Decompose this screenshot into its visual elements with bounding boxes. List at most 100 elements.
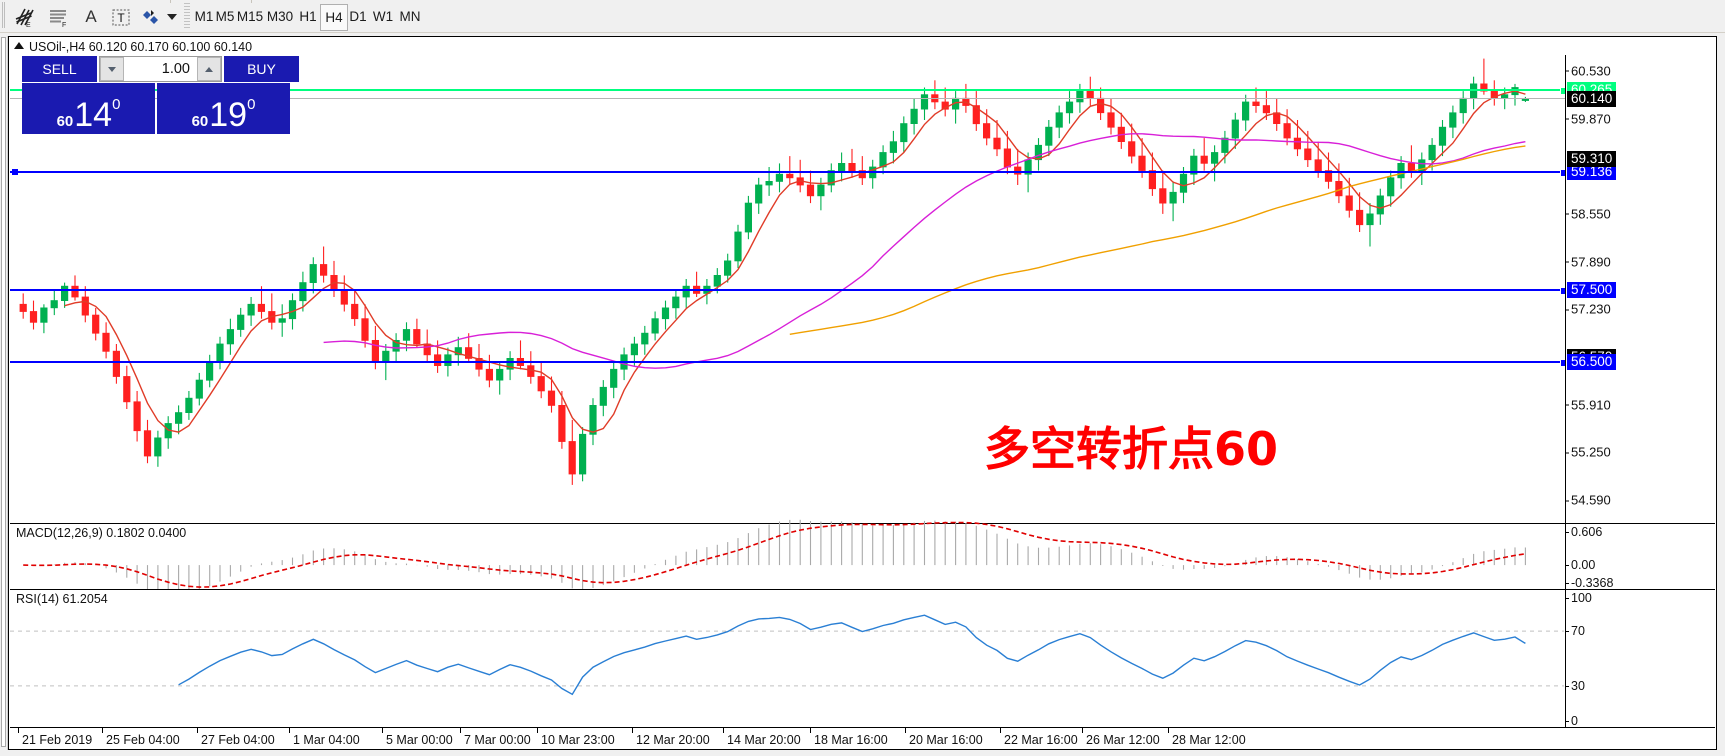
- timeframe-button-m5[interactable]: M5: [215, 9, 235, 24]
- volume-input[interactable]: 1.00: [161, 61, 190, 77]
- time-tick: [1168, 728, 1169, 733]
- caret-up-icon: [205, 66, 213, 72]
- caret-down-icon: [108, 66, 116, 72]
- time-tick: [1000, 728, 1001, 733]
- last-price-label: 60.140: [1567, 91, 1617, 108]
- sell-button[interactable]: SELL: [22, 56, 97, 82]
- rsi-tick: 70: [1565, 624, 1585, 639]
- price-tick: 55.250: [1565, 444, 1611, 460]
- time-label: 21 Feb 2019: [22, 733, 93, 747]
- support-line-57500[interactable]: [10, 286, 1568, 295]
- indicators-icon[interactable]: E: [10, 3, 40, 30]
- rsi-tick: 0: [1565, 714, 1578, 728]
- sell-price-fraction: 0: [112, 96, 121, 113]
- bid-level-line[interactable]: [10, 98, 1566, 100]
- time-label: 12 Mar 20:00: [636, 733, 710, 747]
- rsi-tick: 100: [1565, 591, 1592, 605]
- crosshair-grid-icon[interactable]: F: [44, 3, 74, 30]
- buy-price-fraction: 0: [247, 96, 256, 113]
- rsi-scale-axis: [1565, 590, 1566, 728]
- timeframe-button-d1[interactable]: D1: [349, 9, 367, 24]
- buy-price-big-figure: 60: [191, 113, 209, 130]
- scrollbar-thumb[interactable]: [1, 37, 6, 747]
- price-tick: 60.530: [1565, 63, 1611, 79]
- chart-title-bar: USOil-,H4 60.120 60.170 60.100 60.140: [14, 40, 252, 54]
- chart-symbol-ohlc: USOil-,H4 60.120 60.170 60.100 60.140: [29, 40, 253, 54]
- timeframe-button-m1[interactable]: M1: [194, 9, 214, 24]
- macd-tick: 0.00: [1564, 558, 1596, 573]
- time-label: 27 Feb 04:00: [201, 733, 275, 747]
- macd-pane[interactable]: MACD(12,26,9) 0.1802 0.0400: [10, 519, 1565, 595]
- label-tool-icon[interactable]: T: [106, 3, 136, 30]
- chevron-down-icon[interactable]: [164, 3, 180, 30]
- svg-text:E: E: [26, 22, 31, 29]
- macd-scale: 0.606 0.00 -0.3368: [1564, 523, 1715, 590]
- one-click-trading-panel[interactable]: SELL 1.00 BUY 60 14 0: [22, 56, 299, 134]
- time-label: 18 Mar 16:00: [814, 733, 888, 747]
- time-tick: [102, 728, 103, 733]
- price-scale[interactable]: 60.530 59.870 58.550 57.890 57.230 55.910 55.2…: [1565, 55, 1715, 675]
- price-tick: 55.910: [1565, 397, 1611, 413]
- support-line-56500[interactable]: [10, 359, 1568, 368]
- collapse-triangle-icon[interactable]: [14, 42, 24, 49]
- rsi-tick: 30: [1565, 678, 1585, 693]
- timeframe-button-h1[interactable]: H1: [299, 9, 317, 24]
- macd-tick: -0.3368: [1564, 576, 1614, 590]
- time-tick: [197, 728, 198, 733]
- objects-icon[interactable]: [138, 3, 168, 30]
- timeframe-button-w1[interactable]: W1: [372, 9, 394, 24]
- svg-text:F: F: [62, 22, 66, 29]
- hidden-price-label: 59.310: [1567, 151, 1617, 168]
- macd-label: MACD(12,26,9) 0.1802 0.0400: [16, 526, 187, 540]
- volume-increase-button[interactable]: [197, 57, 221, 81]
- candlestick-series: [19, 58, 1529, 485]
- price-tick: 57.230: [1565, 301, 1611, 317]
- chart-toolbar: E F A T: [0, 0, 1725, 33]
- line-anchor-handle[interactable]: [12, 168, 18, 175]
- timeframe-button-m30[interactable]: M30: [266, 9, 294, 24]
- time-label: 26 Mar 12:00: [1086, 733, 1160, 747]
- time-tick: [632, 728, 633, 733]
- price-scale-axis: [1565, 55, 1566, 675]
- text-tool-icon[interactable]: A: [85, 6, 97, 26]
- rsi-series: [10, 614, 1564, 696]
- time-tick: [1082, 728, 1083, 733]
- macd-tick: 0.606: [1564, 525, 1603, 539]
- time-tick: [537, 728, 538, 733]
- oct-price-row: 60 14 0 60 19 0: [22, 83, 299, 134]
- price-plot-area[interactable]: [10, 55, 1564, 521]
- time-axis[interactable]: 21 Feb 2019 25 Feb 04:00 27 Feb 04:00 1 Mar…: [10, 727, 1715, 749]
- time-tick: [810, 728, 811, 733]
- price-tick: 57.890: [1565, 254, 1611, 270]
- hline-price-label: 56.500: [1567, 354, 1617, 371]
- timeframe-button-h4[interactable]: H4: [320, 4, 348, 31]
- chart-vertical-scrollbar[interactable]: [0, 36, 8, 750]
- rsi-scale: 100 70 30 0: [1565, 589, 1715, 728]
- time-label: 5 Mar 00:00: [386, 733, 453, 747]
- buy-price-display[interactable]: 60 19 0: [157, 83, 290, 134]
- chart-annotation-text[interactable]: 多空转折点60: [984, 422, 1279, 476]
- hline-price-label: 57.500: [1567, 281, 1617, 298]
- buy-button[interactable]: BUY: [224, 56, 299, 82]
- timeframe-button-mn[interactable]: MN: [399, 9, 421, 24]
- time-label: 10 Mar 23:00: [541, 733, 615, 747]
- price-tick: 54.590: [1565, 492, 1611, 508]
- sell-price-pips: 14: [74, 96, 113, 134]
- sell-price-display[interactable]: 60 14 0: [22, 83, 155, 134]
- macd-series: [23, 519, 1526, 595]
- oct-top-row: SELL 1.00 BUY: [22, 56, 299, 82]
- support-line-59136[interactable]: [10, 168, 1568, 177]
- rsi-label: RSI(14) 61.2054: [16, 592, 108, 606]
- volume-decrease-button[interactable]: [100, 57, 124, 81]
- volume-stepper[interactable]: 1.00: [99, 56, 222, 82]
- price-tick: 58.550: [1565, 206, 1611, 222]
- timeframe-button-m15[interactable]: M15: [236, 9, 264, 24]
- time-tick: [18, 728, 19, 733]
- sell-price-big-figure: 60: [56, 113, 74, 130]
- time-label: 22 Mar 16:00: [1004, 733, 1078, 747]
- time-label: 7 Mar 00:00: [464, 733, 531, 747]
- chart-window[interactable]: USOil-,H4 60.120 60.170 60.100 60.140 60…: [8, 36, 1717, 750]
- rsi-pane[interactable]: RSI(14) 61.2054: [10, 589, 1565, 727]
- time-tick: [723, 728, 724, 733]
- toolbar-grip[interactable]: [2, 2, 7, 30]
